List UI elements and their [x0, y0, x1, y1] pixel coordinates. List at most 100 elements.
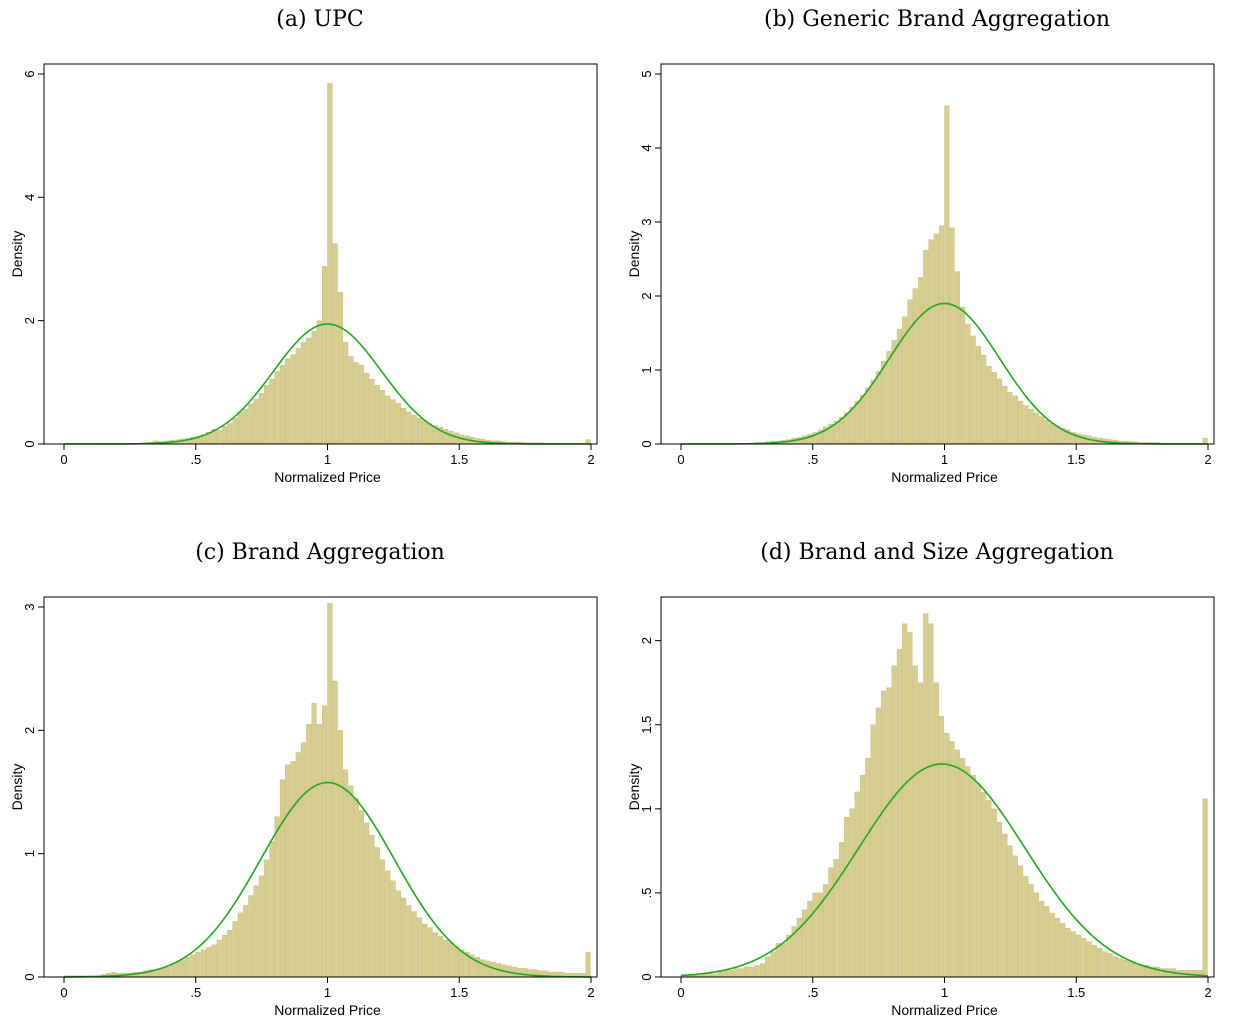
histogram-bar — [759, 963, 765, 978]
histogram-bar — [807, 901, 813, 978]
histogram-bar — [517, 968, 523, 978]
histogram-bar — [886, 687, 892, 978]
histogram-bar — [216, 939, 222, 978]
histogram-bar — [427, 927, 433, 978]
chart-title: (c) Brand Aggregation — [195, 540, 445, 565]
y-tick-label: 1.5 — [639, 716, 654, 734]
histogram-bar — [1007, 845, 1013, 978]
x-tick-label: 1 — [941, 985, 948, 1000]
histogram-bar — [443, 429, 449, 445]
y-tick-label: 4 — [22, 194, 37, 201]
histogram-bar — [1018, 865, 1024, 978]
histogram-bar — [374, 385, 380, 445]
histogram-bar — [886, 351, 892, 445]
histogram-bar — [1002, 386, 1008, 445]
histogram-bar — [765, 956, 771, 978]
panel-d: (d) Brand and Size Aggregation 0.5 1 1.5 2 0… — [627, 535, 1247, 1035]
histogram-bar — [1002, 833, 1008, 978]
histogram-bar — [1049, 912, 1055, 978]
histogram-bar — [422, 923, 428, 978]
histogram-bar — [1118, 958, 1124, 978]
histogram-bar — [443, 939, 449, 978]
histogram-bar — [859, 394, 866, 445]
histogram-bar — [406, 905, 412, 978]
plot-frame — [43, 596, 598, 978]
chart-title: (b) Generic Brand Aggregation — [763, 7, 1111, 32]
histogram-bar — [838, 842, 844, 978]
histogram-bar — [733, 968, 739, 978]
histogram-bar — [1076, 934, 1082, 978]
histogram-bar — [1081, 938, 1087, 978]
histogram-bar — [453, 432, 459, 445]
histogram-bar — [1134, 963, 1140, 978]
histogram-bar — [295, 348, 301, 445]
histogram-bar — [997, 822, 1003, 978]
histogram-bar — [1091, 944, 1097, 978]
histogram-bar — [896, 648, 902, 978]
histogram-bar — [248, 403, 254, 445]
histogram-bar — [448, 942, 454, 978]
histogram-bar — [1191, 970, 1198, 978]
histogram-bar — [337, 730, 343, 978]
histogram-chart-d: 0 .5 1 1.5 2 0 .5 1 1.5 2 Normalized Price Density — [627, 596, 1215, 1018]
histogram-bar — [991, 808, 997, 978]
histogram-bar — [1112, 956, 1119, 978]
histogram-bar — [1044, 906, 1050, 978]
y-tick-label: 3 — [22, 603, 37, 610]
histogram-bar — [875, 707, 881, 978]
histogram-bar — [279, 364, 285, 445]
y-tick-label: 6 — [22, 70, 37, 77]
x-tick-label: 1.5 — [450, 985, 468, 1000]
histogram-bar — [1060, 922, 1066, 978]
histogram-bar — [728, 970, 734, 978]
histogram-bar — [316, 320, 322, 445]
histogram-bar — [939, 225, 945, 445]
y-tick-label: 2 — [639, 637, 654, 644]
x-tick-label: 2 — [587, 985, 594, 1000]
histogram-bar — [380, 859, 386, 978]
y-tick-label: 0 — [22, 440, 37, 447]
histogram-bar — [928, 623, 934, 978]
histogram-bar — [227, 929, 233, 978]
histogram-bar — [343, 769, 349, 978]
histogram-bar — [358, 364, 364, 445]
histogram-bar — [854, 791, 860, 978]
histogram-bar — [195, 952, 201, 978]
histogram-bar — [290, 760, 296, 978]
histogram-bar — [970, 335, 976, 445]
histogram-bar — [380, 390, 386, 445]
histogram-bar — [248, 895, 254, 978]
histogram-bar — [1155, 966, 1161, 978]
histogram-bar — [274, 816, 280, 978]
y-axis-label: Density — [627, 764, 642, 811]
histogram-bar — [306, 723, 312, 978]
histogram-bar — [1033, 412, 1039, 445]
histogram-bar — [738, 968, 744, 978]
histogram-bar — [327, 83, 333, 445]
histogram-bar — [1039, 901, 1045, 978]
histogram-bar — [227, 423, 233, 445]
x-tick-label: .5 — [190, 452, 201, 467]
histogram-bar — [364, 372, 370, 445]
histogram-bar — [1097, 948, 1103, 978]
histogram-bar — [269, 841, 275, 978]
histogram-bar — [369, 834, 375, 978]
histogram-bar — [939, 716, 945, 978]
histogram-bar — [416, 917, 422, 978]
histogram-bar — [1023, 405, 1029, 445]
histogram-bar — [917, 682, 924, 978]
x-tick-label: 0 — [677, 452, 684, 467]
histogram-bar — [1070, 931, 1076, 978]
histogram-bar — [327, 603, 333, 978]
histogram-bar — [1086, 941, 1092, 978]
histogram-bar — [754, 965, 760, 978]
histogram-bar — [348, 785, 354, 978]
histogram-bar — [385, 395, 391, 445]
histogram-bar — [174, 962, 180, 978]
histogram-bar — [865, 387, 871, 445]
histogram-bar — [712, 973, 718, 978]
histogram-bar — [395, 890, 401, 978]
histogram-bar — [865, 758, 871, 978]
histogram-bar — [264, 385, 270, 445]
histogram-bar — [511, 966, 517, 978]
